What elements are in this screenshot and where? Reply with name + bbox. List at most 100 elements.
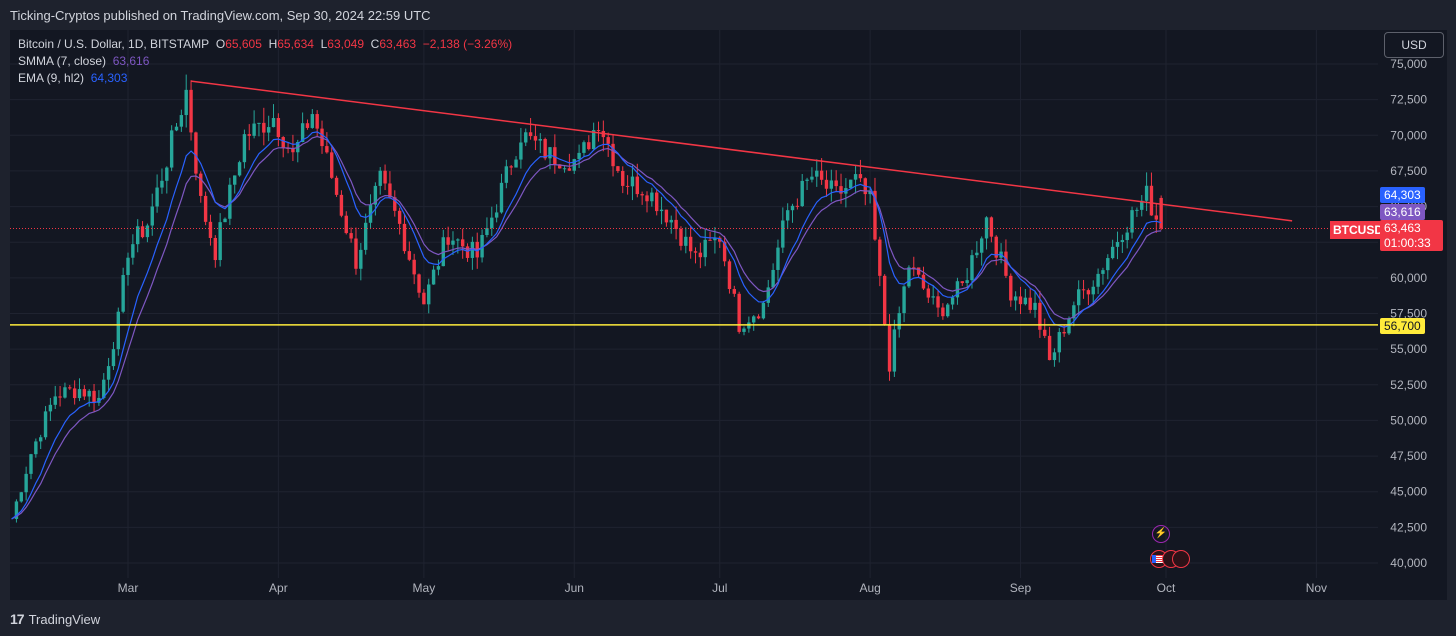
candle-body [1047,335,1052,361]
candle-body [635,176,639,195]
candle-body [504,166,509,183]
candle-body [519,142,523,160]
candle-body [412,259,416,275]
candle-body [824,179,829,189]
candle-body [499,182,504,213]
candle-body [514,159,518,168]
candle-body [257,122,261,124]
candle-body [703,239,707,258]
grid [10,30,1378,578]
candle-body [878,239,882,276]
candle-body [1076,289,1081,306]
candle-body [160,180,164,188]
candle-body [722,241,727,262]
ema-label: EMA (9, hl2) [18,71,85,85]
us-flag-icon-3[interactable] [1172,550,1190,568]
candle-body [1086,290,1091,295]
candle-body [106,366,111,380]
candle-body [38,437,43,442]
candle-body [994,236,998,258]
candle-body [548,147,552,159]
candle-body [664,209,669,223]
candle-body [1081,289,1086,291]
candle-body [417,274,421,293]
candle-body [984,217,989,239]
candle-body [785,210,790,221]
candle-body [359,249,363,269]
ema-row[interactable]: EMA (9, hl2) 64,303 [18,70,512,87]
candle-body [397,210,402,224]
x-tick-label: May [413,581,436,595]
candle-body [1096,273,1100,287]
candle-body [233,175,237,185]
candle-body [276,118,281,138]
candle-body [344,215,348,234]
candle-body [339,194,344,216]
candle-body [829,180,834,189]
candle-body [752,316,756,323]
candle-body [184,89,188,116]
smma-label: SMMA (7, close) [18,54,107,68]
y-tick-label: 45,000 [1390,485,1427,499]
candle-body [140,226,145,238]
candle-body [1023,297,1028,305]
candle-body [494,212,499,218]
candle-body [465,246,470,258]
candle-body [815,170,819,177]
candle-body [921,274,926,289]
candle-body [1033,302,1037,310]
candle-body [208,221,213,238]
y-tick-label: 70,000 [1390,128,1427,142]
candle-body [363,222,368,250]
candle-body [1091,286,1095,295]
candle-body [102,379,106,398]
candle-body [436,266,441,270]
close-value: 63,463 [379,37,417,51]
candle-body [68,387,72,389]
candle-body [34,441,38,455]
candle-body [868,190,872,195]
candle-body [562,168,567,170]
symbol-tag: BTCUSD [1330,221,1386,239]
candle-body [1038,302,1042,330]
candle-body [378,170,382,186]
candle-body [150,206,154,226]
candle-body [252,123,256,136]
candle-body [223,218,227,223]
candle-body [310,114,315,128]
candle-body [165,167,169,181]
candle-body [189,89,193,133]
candle-body [485,228,489,235]
candle-body [892,329,897,372]
candle-body [853,174,858,180]
candle-body [669,219,673,223]
candle-body [218,222,222,261]
candle-body [528,132,533,137]
tradingview-brand[interactable]: 17 TradingView [10,611,100,627]
candle-body [756,316,761,319]
candle-body [446,237,450,245]
candle-body [1154,215,1158,220]
candle-body [805,179,809,181]
candle-body [718,237,722,242]
candle-body [1144,185,1149,201]
candle-body [87,390,91,397]
flash-icon[interactable]: ⚡ [1152,525,1170,543]
candle-body [761,302,766,319]
candle-body [451,240,455,245]
symbol-label[interactable]: Bitcoin / U.S. Dollar, 1D, BITSTAMP [18,37,210,51]
candle-body [82,389,87,397]
currency-button[interactable]: USD [1384,32,1444,58]
candle-body [43,411,48,438]
candle-body [1125,232,1129,241]
candle-body [858,174,863,179]
candle-body [1072,305,1076,319]
smma-row[interactable]: SMMA (7, close) 63,616 [18,53,512,70]
candle-body [582,142,586,153]
legend: Bitcoin / U.S. Dollar, 1D, BITSTAMP O65,… [18,36,512,87]
y-axis: 75,00072,50070,00067,50065,00062,50060,0… [1390,57,1427,570]
candle-body [368,204,373,223]
candle-body [965,280,969,284]
candle-body [199,173,203,196]
